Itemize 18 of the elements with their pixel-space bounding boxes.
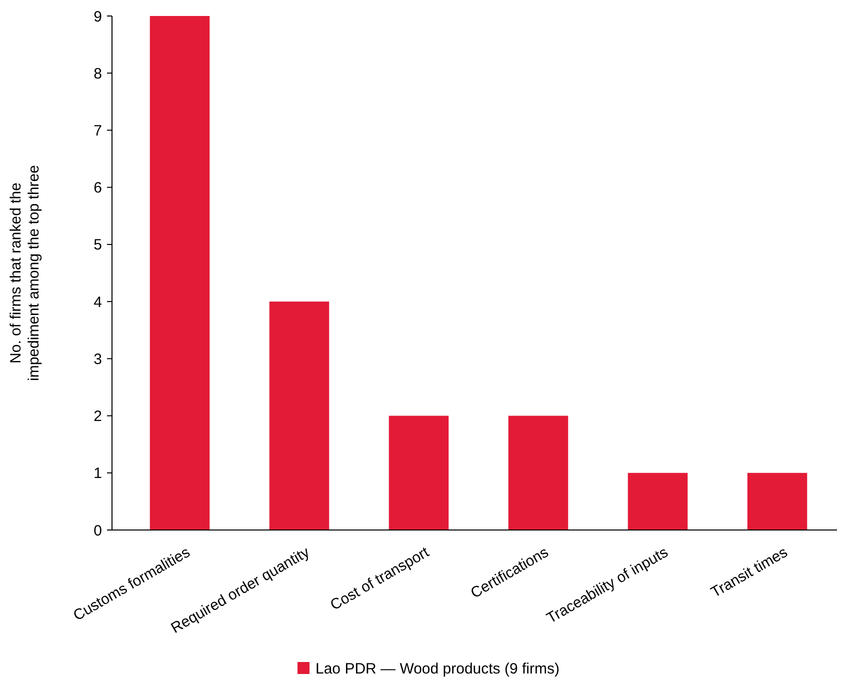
y-tick-label: 1 — [94, 465, 102, 482]
bar — [747, 472, 808, 530]
bar — [508, 416, 568, 530]
y-axis-title: No. of firms that ranked the impediment among the top three — [8, 165, 42, 381]
bar — [269, 302, 330, 530]
y-tick-label: 7 — [94, 122, 102, 140]
y-tick-label: 3 — [94, 350, 102, 368]
y-tick-label: 9 — [94, 8, 102, 26]
y-tick-label: 0 — [94, 522, 102, 540]
bar — [388, 416, 449, 530]
y-tick-label: 5 — [94, 236, 102, 254]
y-tick-label: 6 — [94, 180, 102, 197]
y-tick-label: 2 — [94, 408, 102, 426]
legend-label: Lao PDR — Wood products (9 firms) — [316, 660, 560, 678]
bar — [150, 16, 210, 530]
y-tick-label: 8 — [94, 65, 102, 82]
bar — [628, 472, 688, 530]
y-tick-label: 4 — [94, 294, 102, 311]
